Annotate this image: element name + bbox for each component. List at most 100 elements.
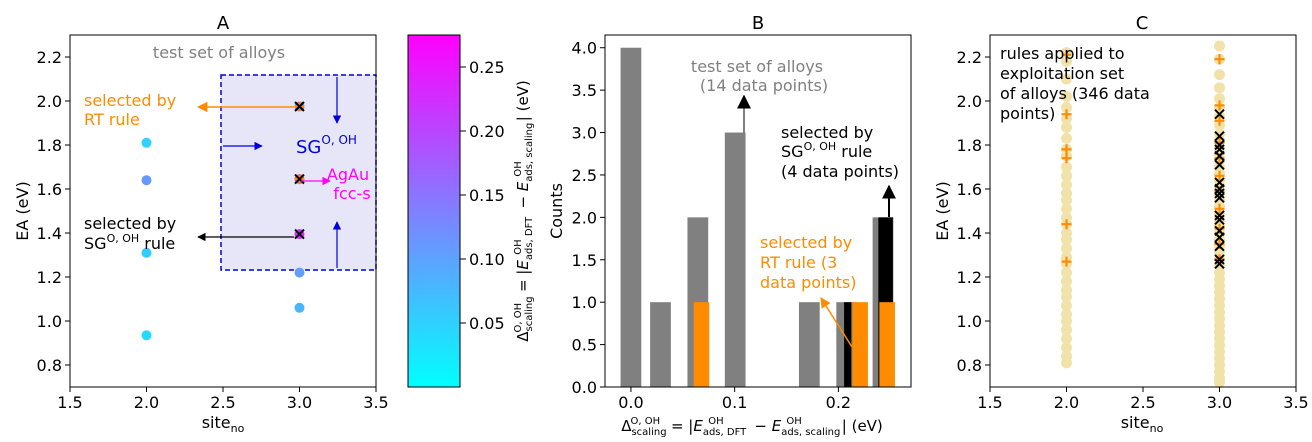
panel-c-xlabel-sub: no [1150,422,1164,435]
panel-a-xtick-label: 2.0 [134,393,159,412]
panel-a-sg-marker [294,228,305,240]
panel-b-test-label-1: test set of alloys [691,57,823,76]
panel-c-sg-marker [1214,139,1225,151]
panel-b-rt-label-2: RT rule (3 [760,253,837,272]
panel-a-sg-label-sg: SG [84,234,107,253]
panel-c-point [1061,234,1072,246]
panel-b-bar-series-0 [620,47,642,387]
panel-c-rt-marker [1214,170,1225,181]
panel-b-test-label-2: (14 data points) [700,76,828,95]
panel-a-sg-label-sup: O, OH [107,232,140,245]
panel-b-bar-series-2 [693,302,710,387]
panel-a-ytick-label: 2.0 [37,92,62,111]
panel-c-ytick-label: 2.2 [957,48,982,67]
panel-c-point [1214,40,1225,52]
panel-b-ytick-label: 3.0 [572,124,597,143]
panel-a-box-label-main: SG [296,137,321,158]
colorbar-tick-label: 0.05 [469,314,505,333]
panel-a-ytick-label: 1.8 [37,136,62,155]
panel-c-point [1214,82,1225,94]
panel-c-title: C [1136,13,1149,34]
panel-a-ytick-label: 1.6 [37,180,62,199]
colorbar-ticks: 0.05 0.10 0.15 0.20 0.25 [460,58,505,333]
panel-c-point [1061,73,1072,85]
panel-c-rt-marker [1061,109,1072,120]
panel-a-point [294,267,305,278]
panel-b-ytick-label: 0.0 [572,378,597,397]
panel-c-rt-marker [1214,203,1225,214]
panel-a-axes-frame [69,34,377,388]
panel-c-sg-marker [1214,254,1225,265]
panel-c-rt-marker [1061,219,1072,230]
panel-c-ytick-label: 1.8 [957,136,982,155]
panel-b-ytick-label: 0.5 [572,336,597,355]
panel-b-ytick-label: 3.5 [572,81,597,100]
panel-a-ylabel: EA (eV) [13,181,32,240]
panel-a-xlabel-main: site [202,413,231,432]
panel-b-ytick-label: 2.0 [572,208,597,227]
panel-c-xtick-label: 3.0 [1207,393,1232,412]
panel-a-ytick-label: 0.8 [37,356,62,375]
panel-c-ylabel: EA (eV) [933,181,952,240]
panel-c-point [1061,121,1072,133]
panel-c-sg-marker [1214,183,1225,195]
panel-c-rt-marker [1061,144,1072,155]
colorbar-tick-label: 0.20 [469,122,505,141]
panel-c-point [1061,267,1072,279]
panel-c-ytick-label: 1.6 [957,180,982,199]
panel-a-rt-label-2: RT rule [84,110,140,129]
panel-a-xlabel: siteno [202,413,245,435]
panel-a-point [141,137,152,148]
panel-b-ytick-label: 2.5 [572,166,597,185]
panel-c-point [1061,91,1072,103]
panel-c-point [1061,102,1072,114]
panel-c-label-1: rules applied to [1000,44,1125,63]
panel-c-sg-marker [1214,232,1225,243]
panel-c-xlabel: siteno [1121,413,1164,435]
panel-a-xtick-label: 2.5 [210,393,235,412]
panel-a-ytick-label: 1.0 [37,312,62,331]
panel-c-point [1061,357,1072,369]
panel-c-ytick-label: 2.0 [957,92,982,111]
panel-b-axes-frame [604,34,912,388]
colorbar-label: ΔscalingO, OH = |Eads, DFTOH − Eads, sca… [513,80,535,342]
panel-b-sg-label-rule: rule [836,142,872,161]
panel-b-bar-series-1 [844,302,852,387]
panel-b-ytick-label: 4.0 [572,39,597,58]
panel-c-ytick-label: 0.8 [957,356,982,375]
panel-b-ticks: 0.0 0.1 0.2 0.0 0.5 1.0 1.5 2.0 2.5 3.0 3.5 4.0 [572,39,852,412]
panel-b-sg-label-3: (4 data points) [781,162,899,181]
panel-a: A 1.5 2.0 2.5 3.0 3.5 0.8 1.0 1.2 1.4 1.6 1.8 2.0 2.… [13,13,389,435]
panel-c: C 1.5 2.0 2.5 3.0 3.5 0.8 1.0 1.2 1.4 1.6 1.8 2.0 2.… [933,13,1309,435]
panel-c-label-4: points) [1000,104,1055,123]
panel-c-point [1061,179,1072,191]
panel-a-point [294,302,305,313]
panel-c-points [1061,40,1225,389]
panel-c-sg-marker [1214,210,1225,221]
panel-b-rt-label-3: data points) [760,273,857,292]
panel-a-sg-label-1: selected by [84,214,176,233]
panel-c-sg-marker [1214,240,1225,252]
panel-c-point [1061,275,1072,287]
panel-b-bar-series-2 [879,302,895,387]
panel-c-xlabel-main: site [1121,413,1150,432]
panel-c-ytick-label: 1.4 [957,224,982,243]
panel-c-xtick-label: 2.5 [1130,393,1155,412]
panel-c-point [1214,377,1225,389]
colorbar-gradient [407,34,461,388]
panel-b-xtick-label: 0.0 [618,393,643,412]
panel-b-ytick-label: 1.5 [572,251,597,270]
panel-c-point [1061,333,1072,345]
colorbar: 0.05 0.10 0.15 0.20 0.25 ΔscalingO, OH = |Ea… [407,34,535,388]
panel-c-ytick-label: 1.2 [957,268,982,287]
panel-a-xtick-label: 3.5 [363,393,388,412]
panel-b-xtick-label: 0.2 [826,393,851,412]
panel-b-ytick-label: 1.0 [572,293,597,312]
panel-a-point [141,175,152,186]
panel-a-sg-label-2: SGO, OH rule [84,232,175,253]
panel-c-point [1061,242,1072,254]
panel-c-rt-marker [1214,115,1225,126]
panel-c-rt-marker [1214,100,1225,111]
panel-c-ticks: 1.5 2.0 2.5 3.0 3.5 0.8 1.0 1.2 1.4 1.6 1.8 2.0 2.2 [957,48,1309,412]
panel-a-title: A [217,13,230,34]
